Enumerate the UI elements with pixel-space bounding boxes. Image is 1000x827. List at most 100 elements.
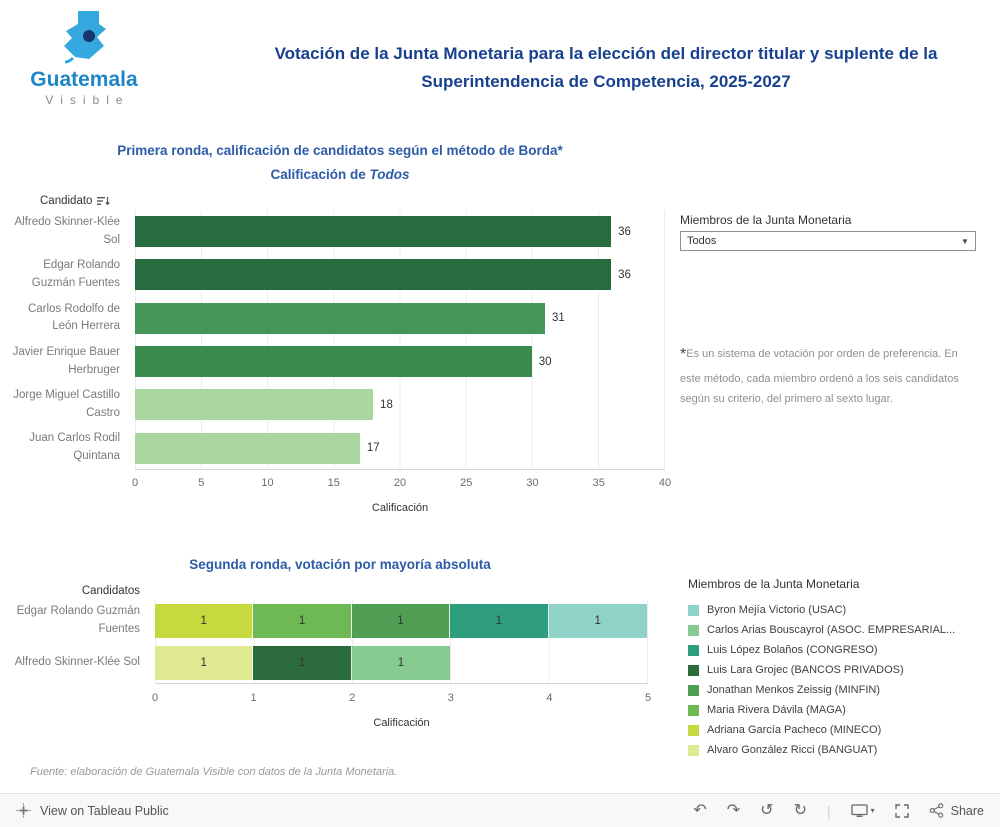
chart1-title-line1: Primera ronda, calificación de candidato… xyxy=(117,143,563,158)
legend-swatch xyxy=(688,744,699,756)
bar-row: 36 xyxy=(135,210,664,253)
candidate-label: Edgar Rolando Guzmán Fuentes xyxy=(31,259,120,289)
axis-tick: 1 xyxy=(250,692,257,704)
tableau-logo-icon xyxy=(16,803,31,818)
chart1-title: Primera ronda, calificación de candidato… xyxy=(40,139,640,186)
score-bar[interactable] xyxy=(135,302,545,334)
axis-tick: 10 xyxy=(261,477,274,489)
legend-item[interactable]: Maria Rivera Dávila (MAGA) xyxy=(688,700,988,720)
axis-tick: 30 xyxy=(526,477,539,489)
legend-item[interactable]: Byron Mejía Victorio (USAC) xyxy=(688,600,988,620)
legend-item[interactable]: Luis López Bolaños (CONGRESO) xyxy=(688,640,988,660)
candidate-label: Juan Carlos Rodil Quintana xyxy=(29,432,120,463)
legend-item[interactable]: Carlos Arias Bouscayrol (ASOC. EMPRESARI… xyxy=(688,620,988,640)
legend-swatch xyxy=(688,624,699,636)
legend-swatch xyxy=(688,684,699,696)
redo-icon[interactable]: ↷ xyxy=(726,801,741,819)
axis-tick: 0 xyxy=(151,692,159,704)
chart1-category-labels: Alfredo Skinner-Klée Sol Edgar Rolando Gu… xyxy=(0,210,128,470)
chart1-plot-area: 36 36 31 30 18 17 xyxy=(135,210,665,470)
caret-down-icon: ▾ xyxy=(870,806,875,815)
score-bar[interactable] xyxy=(135,389,374,421)
candidate-label: Javier Enrique Bauer Herbruger xyxy=(12,345,120,376)
axis-tick: 5 xyxy=(198,477,205,489)
legend-swatch xyxy=(688,604,699,616)
legend-items: Byron Mejía Victorio (USAC) Carlos Arias … xyxy=(688,600,988,760)
axis-tick: 5 xyxy=(644,692,652,704)
legend-item[interactable]: Alvaro González Ricci (BANGUAT) xyxy=(688,740,988,760)
fullscreen-icon xyxy=(894,803,909,818)
vote-segment[interactable]: 1 xyxy=(548,604,647,638)
vote-segment[interactable]: 1 xyxy=(351,646,451,680)
sort-icon[interactable] xyxy=(97,196,111,207)
axis-tick: 40 xyxy=(658,477,672,489)
members-filter-dropdown[interactable]: Todos ▼ xyxy=(680,231,976,251)
display-mode-button[interactable]: ▾ xyxy=(850,803,875,818)
bar-row: 18 xyxy=(135,383,664,426)
view-on-tableau-public-link[interactable]: View on Tableau Public xyxy=(16,803,169,818)
bar-row: 17 xyxy=(135,427,664,470)
axis-tick: 15 xyxy=(327,477,340,489)
vote-segment[interactable]: 1 xyxy=(253,646,352,680)
axis-tick: 35 xyxy=(592,477,605,489)
chart2-x-axis-title: Calificación xyxy=(373,717,430,729)
guatemala-visible-logo: Guatemala Visible xyxy=(18,8,150,107)
legend-swatch xyxy=(688,724,699,736)
legend-item[interactable]: Luis Lara Grojec (BANCOS PRIVADOS) xyxy=(688,660,988,680)
candidate-label: Carlos Rodolfo de León Herrera xyxy=(27,302,120,333)
axis-tick: 20 xyxy=(393,477,407,489)
reset-icon[interactable]: ↺ xyxy=(760,801,774,819)
filter-selected-value: Todos xyxy=(687,235,717,247)
page-title: Votación de la Junta Monetaria para la e… xyxy=(274,44,938,92)
chart2-column-header: Candidatos xyxy=(81,585,140,597)
score-bar[interactable] xyxy=(135,345,532,377)
legend-swatch xyxy=(688,664,699,676)
asterisk: * xyxy=(680,346,687,363)
candidate-label: Edgar Rolando Guzmán Fuentes xyxy=(16,605,140,635)
vote-segment[interactable]: 1 xyxy=(351,604,451,638)
legend-label: Luis Lara Grojec (BANCOS PRIVADOS) xyxy=(707,664,904,676)
legend-label: Alvaro González Ricci (BANGUAT) xyxy=(707,744,878,756)
footnote: *Es un sistema de votación por orden de … xyxy=(680,346,959,405)
bar-value-label: 30 xyxy=(538,355,552,368)
share-icon xyxy=(929,803,943,818)
legend: Miembros de la Junta Monetaria Byron Mej… xyxy=(688,577,988,760)
vote-segment[interactable]: 1 xyxy=(155,646,254,680)
tableau-toolbar: View on Tableau Public ↶ ↷ ↺ ↻ | ▾ xyxy=(0,793,1000,827)
fullscreen-button[interactable] xyxy=(894,803,909,818)
chart1-x-axis-title: Calificación xyxy=(371,502,429,514)
score-bar[interactable] xyxy=(135,259,612,291)
legend-swatch xyxy=(688,644,699,656)
vote-segment[interactable]: 1 xyxy=(253,604,352,638)
vote-segment[interactable]: 1 xyxy=(450,604,549,638)
legend-item[interactable]: Jonathan Menkos Zeissig (MINFIN) xyxy=(688,680,988,700)
bar-value-label: 36 xyxy=(618,225,631,238)
candidate-label: Jorge Miguel Castillo Castro xyxy=(13,389,120,419)
chart1-column-header: Candidato xyxy=(40,195,111,207)
legend-label: Byron Mejía Victorio (USAC) xyxy=(707,604,847,616)
chart2-title: Segunda ronda, votación por mayoría abso… xyxy=(189,557,491,572)
legend-swatch xyxy=(688,704,699,716)
undo-icon[interactable]: ↶ xyxy=(693,801,707,819)
chart1-title-line2: Calificación de Todos xyxy=(270,166,410,182)
legend-item[interactable]: Adriana García Pacheco (MINECO) xyxy=(688,720,988,740)
share-button[interactable]: Share xyxy=(929,803,984,818)
chart2-x-axis-ticks: 0 1 2 3 4 5 xyxy=(151,692,652,706)
vote-segment[interactable]: 1 xyxy=(155,604,254,638)
score-bar[interactable] xyxy=(135,216,612,247)
score-bar[interactable] xyxy=(135,432,360,464)
bar-row: 31 xyxy=(135,297,664,340)
refresh-icon[interactable]: ↻ xyxy=(793,801,807,819)
source-note: Fuente: elaboración de Guatemala Visible… xyxy=(30,766,398,778)
bar-value-label: 31 xyxy=(551,312,565,325)
monitor-icon xyxy=(850,803,868,817)
axis-tick: 25 xyxy=(460,477,473,489)
bar-value-label: 18 xyxy=(380,398,393,411)
legend-title: Miembros de la Junta Monetaria xyxy=(688,577,860,591)
axis-tick: 4 xyxy=(546,692,553,704)
